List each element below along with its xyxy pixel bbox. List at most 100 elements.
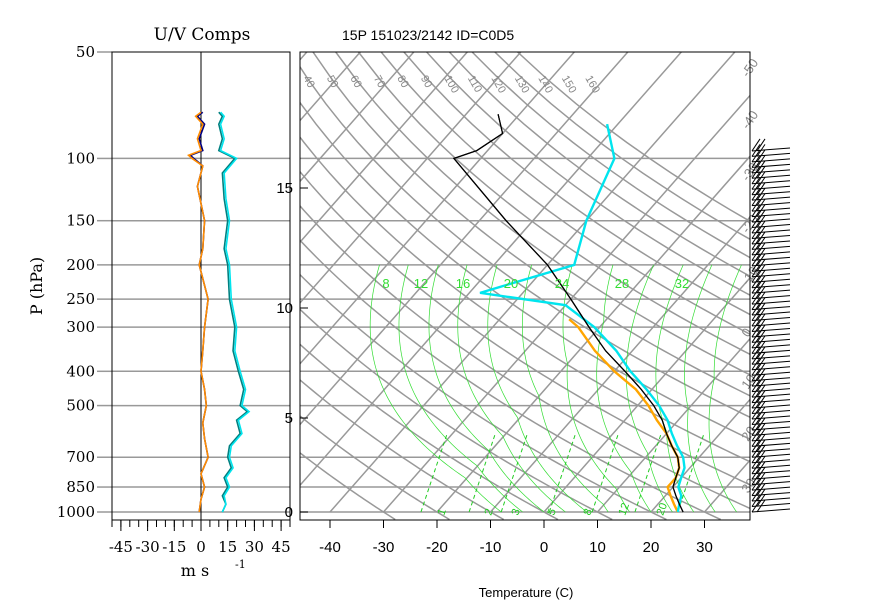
wind-barb-feather bbox=[756, 138, 766, 152]
uv-x-tick-label: -15 bbox=[162, 538, 186, 556]
wind-barb-staff bbox=[751, 508, 791, 513]
wind-barb-staff bbox=[751, 152, 791, 157]
skewt-x-tick-label: -30 bbox=[373, 539, 395, 556]
skewt-dry-adiabat bbox=[357, 52, 750, 356]
uv-y-tick-label: 1000 bbox=[57, 503, 95, 521]
wind-barb-staff bbox=[751, 317, 791, 322]
skewt-dry-adiabat bbox=[300, 451, 396, 520]
skewt-isotherm-line bbox=[436, 155, 750, 513]
skewt-moist-adiabat bbox=[596, 264, 652, 513]
skewt-moist-adiabat-label: 16 bbox=[456, 276, 470, 291]
skewt-isotherm-line bbox=[758, 52, 887, 512]
wind-barb-staff bbox=[751, 311, 791, 316]
skewt-mixing-ratio-label: 5 bbox=[546, 507, 559, 517]
skewt-isotherm-line bbox=[596, 337, 750, 513]
skewt-x-tick-label: -20 bbox=[426, 539, 448, 556]
wind-barb-staff bbox=[751, 169, 791, 174]
skewt-profiles bbox=[452, 114, 686, 513]
skewt-isotherm-edge-label: 10 bbox=[738, 371, 759, 391]
skewt-dry-adiabat-label: 80 bbox=[394, 74, 411, 91]
wind-barb-staff bbox=[751, 377, 791, 382]
wind-barb-staff bbox=[751, 158, 791, 163]
wind-barb-staff bbox=[751, 404, 791, 409]
wind-barb-staff bbox=[751, 218, 791, 223]
uv-series bbox=[187, 111, 251, 513]
skewt-mixing-ratio-label: 8 bbox=[582, 507, 595, 517]
wind-barb-staff bbox=[751, 393, 791, 398]
skewt-x-tick-label: 20 bbox=[643, 539, 660, 556]
wind-barb-staff bbox=[751, 147, 791, 152]
uv-y-tick-label: 500 bbox=[66, 397, 95, 415]
wind-barb-staff bbox=[751, 273, 791, 278]
skewt-x-tick-label: 0 bbox=[540, 539, 548, 556]
wind-barb-staff bbox=[751, 442, 791, 447]
skewt-height-ticks: 0 5 10 15 bbox=[276, 180, 308, 521]
wind-barb-staff bbox=[751, 224, 791, 229]
skewt-moist-adiabat bbox=[369, 264, 502, 513]
wind-barb-staff bbox=[751, 503, 791, 508]
skewt-mixing-ratio-label: 1 bbox=[436, 507, 449, 517]
wind-barb-staff bbox=[751, 322, 791, 327]
wind-barb-staff bbox=[751, 464, 791, 469]
wind-barb-staff bbox=[751, 289, 791, 294]
skewt-dry-adiabat-label: 100 bbox=[441, 74, 461, 96]
skewt-dry-adiabat-label: 160 bbox=[582, 74, 602, 96]
wind-barb-staff bbox=[751, 448, 791, 453]
skewt-height-tick-label: 10 bbox=[276, 300, 293, 317]
skewt-moist-adiabat-label: 24 bbox=[555, 276, 569, 291]
skewt-title: 15P 151023/2142 ID=C0D5 bbox=[342, 27, 514, 43]
skewt-moist-adiabat bbox=[684, 264, 716, 513]
skewt-mixing-ratio-line bbox=[591, 433, 619, 513]
skewt-isotherm-line bbox=[865, 52, 887, 512]
wind-barb-staff bbox=[751, 415, 791, 420]
uv-y-ticks: 50 100 150 200 250 300 400 500 700 850 1000 bbox=[57, 43, 112, 521]
wind-barb-staff bbox=[751, 497, 791, 502]
wind-barb-staff bbox=[751, 207, 791, 212]
skewt-x-tick-label: -40 bbox=[319, 539, 341, 556]
skewt-isotherm-line bbox=[300, 52, 629, 426]
wind-barb-staff bbox=[751, 306, 791, 311]
skewt-gridlines bbox=[300, 52, 887, 513]
wind-barb-staff bbox=[751, 234, 791, 239]
wind-barb-staff bbox=[751, 349, 791, 354]
skewt-x-tick-label: 30 bbox=[696, 539, 713, 556]
skewt-moist-adiabat bbox=[521, 264, 609, 513]
wind-barb-staff bbox=[751, 382, 791, 387]
uv-x-tick-label: -45 bbox=[109, 538, 133, 556]
wind-barb-staff bbox=[751, 399, 791, 404]
skewt-profile-line bbox=[452, 114, 684, 513]
uv-x-tick-label: -30 bbox=[136, 538, 160, 556]
skewt-isotherm-line bbox=[543, 276, 750, 513]
uv-x-tick-label: 15 bbox=[218, 538, 237, 556]
skewt-isotherm-line bbox=[812, 52, 887, 512]
wind-barb-staff bbox=[751, 492, 791, 497]
uv-y-tick-label: 250 bbox=[66, 290, 95, 308]
skewt-dry-adiabat-label: 130 bbox=[512, 74, 532, 96]
wind-barb-staff bbox=[751, 213, 791, 218]
skewt-moist-adiabat-label: 28 bbox=[615, 276, 629, 291]
wind-barb-staff bbox=[751, 180, 791, 185]
skewt-x-axis-label: Temperature (C) bbox=[479, 585, 574, 600]
wind-barb-staff bbox=[751, 420, 791, 425]
wind-barb-staff bbox=[751, 256, 791, 261]
skewt-moist-adiabat bbox=[428, 264, 545, 513]
skewt-moist-adiabat-label: 12 bbox=[414, 276, 428, 291]
wind-barb-staff bbox=[751, 245, 791, 250]
skewt-dry-adiabat bbox=[403, 52, 750, 316]
skewt-isotherm-line bbox=[300, 52, 682, 487]
wind-barb-staff bbox=[751, 284, 791, 289]
skewt-profile-line bbox=[568, 318, 681, 513]
skewt-dry-adiabat bbox=[300, 135, 750, 463]
skewt-moist-adiabat bbox=[562, 264, 630, 513]
wind-barb-staff bbox=[751, 163, 791, 168]
uv-x-axis-unit-exponent: -1 bbox=[235, 558, 246, 571]
skewt-plot-frame bbox=[299, 51, 751, 521]
uv-x-axis-unit: m s bbox=[181, 561, 209, 580]
uv-y-tick-label: 100 bbox=[66, 149, 95, 167]
skewt-isotherm-line bbox=[300, 52, 415, 183]
skewt-dry-adiabat bbox=[300, 239, 721, 520]
wind-barb-staff bbox=[751, 251, 791, 256]
wind-barb-staff bbox=[751, 437, 791, 442]
wind-barb-staff bbox=[751, 202, 791, 207]
skewt-dry-adiabat-label: 60 bbox=[347, 74, 364, 91]
